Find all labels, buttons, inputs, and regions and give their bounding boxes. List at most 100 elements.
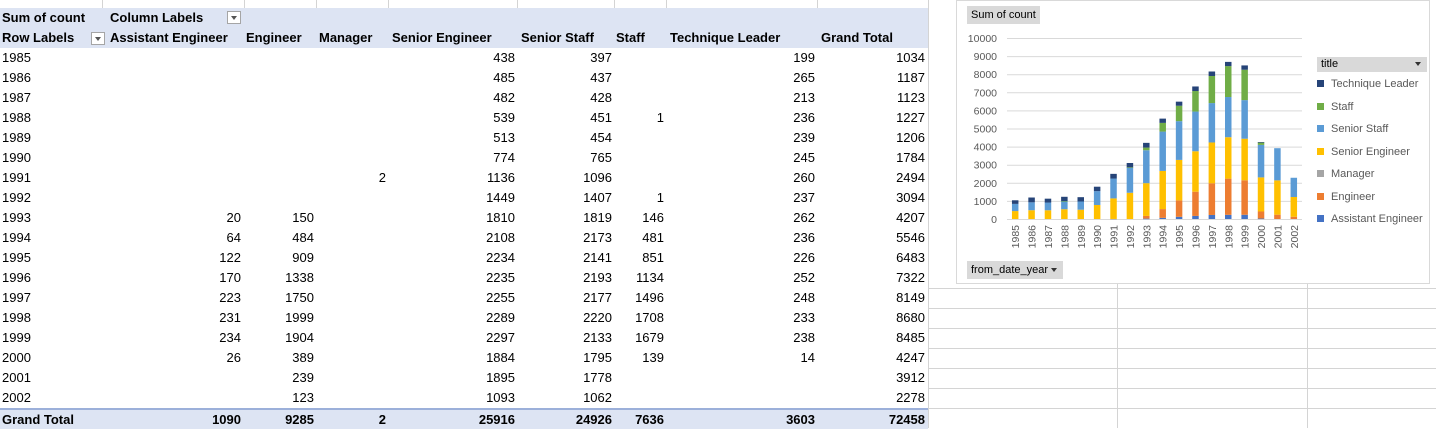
value-cell[interactable]: 262 [793, 210, 815, 225]
value-cell[interactable]: 1810 [486, 210, 515, 225]
value-cell[interactable]: 238 [793, 330, 815, 345]
value-cell[interactable]: 237 [793, 190, 815, 205]
value-cell[interactable]: 245 [793, 150, 815, 165]
value-cell[interactable]: 1136 [487, 170, 515, 185]
value-cell[interactable]: 248 [793, 290, 815, 305]
value-cell[interactable] [296, 88, 386, 108]
value-cell[interactable]: 2108 [486, 230, 515, 245]
row-labels-header[interactable]: Row Labels [2, 30, 75, 45]
column-header[interactable]: Technique Leader [670, 30, 781, 45]
value-cell[interactable] [296, 208, 386, 228]
value-cell[interactable]: 14 [800, 350, 815, 365]
row-label[interactable]: 2000 [2, 350, 31, 365]
column-header[interactable]: Engineer [246, 30, 302, 45]
value-cell[interactable] [574, 368, 664, 388]
value-cell[interactable]: 1496 [635, 290, 664, 305]
value-cell[interactable] [296, 108, 386, 128]
value-cell[interactable]: 139 [642, 350, 664, 365]
column-labels-header[interactable]: Column Labels [110, 10, 204, 25]
value-cell[interactable]: 451 [590, 110, 612, 125]
value-cell[interactable] [296, 268, 386, 288]
value-cell[interactable]: 236 [793, 230, 815, 245]
value-cell[interactable]: 438 [493, 50, 515, 65]
value-cell[interactable]: 1096 [583, 170, 612, 185]
value-cell[interactable]: 2133 [583, 330, 612, 345]
row-label[interactable]: Grand Total [2, 412, 74, 427]
value-cell[interactable]: 20 [226, 210, 241, 225]
value-cell[interactable] [296, 368, 386, 388]
row-label[interactable]: 1985 [2, 50, 31, 65]
value-cell[interactable]: 1093 [486, 390, 515, 405]
row-label[interactable]: 2001 [2, 370, 31, 385]
column-labels-filter-button[interactable] [227, 11, 241, 24]
value-cell[interactable]: 2235 [486, 270, 515, 285]
row-label[interactable]: 1998 [2, 310, 31, 325]
value-cell[interactable] [296, 328, 386, 348]
value-cell[interactable]: 7322 [896, 270, 925, 285]
value-cell[interactable]: 397 [590, 50, 612, 65]
value-cell[interactable]: 1 [656, 190, 664, 205]
value-cell[interactable]: 150 [292, 210, 314, 225]
value-cell[interactable]: 260 [793, 170, 815, 185]
value-cell[interactable]: 252 [793, 270, 815, 285]
value-cell[interactable]: 234 [219, 330, 241, 345]
value-cell[interactable] [296, 148, 386, 168]
value-cell[interactable]: 1795 [583, 350, 612, 365]
value-cell[interactable]: 5546 [896, 230, 925, 245]
legend-filter-button[interactable]: title [1317, 57, 1427, 72]
row-label[interactable]: 1999 [2, 330, 31, 345]
value-cell[interactable] [296, 188, 386, 208]
value-cell[interactable]: 482 [493, 90, 515, 105]
value-cell[interactable]: 1090 [212, 412, 241, 427]
value-cell[interactable]: 122 [219, 250, 241, 265]
value-cell[interactable]: 72458 [888, 412, 925, 427]
value-cell[interactable]: 1 [656, 110, 664, 125]
column-header[interactable]: Grand Total [821, 30, 893, 45]
value-cell[interactable]: 1708 [635, 310, 664, 325]
pivot-chart[interactable]: Sum of count 0 1000 2000 3000 4000 5000 6000 70… [956, 0, 1430, 284]
value-cell[interactable] [296, 48, 386, 68]
value-cell[interactable]: 6483 [896, 250, 925, 265]
value-cell[interactable]: 2177 [583, 290, 612, 305]
column-header[interactable]: Senior Engineer [392, 30, 492, 45]
row-label[interactable]: 1996 [2, 270, 31, 285]
value-cell[interactable]: 2 [378, 170, 386, 185]
value-cell[interactable]: 1778 [583, 370, 612, 385]
value-cell[interactable]: 25916 [478, 412, 515, 427]
row-label[interactable]: 2002 [2, 390, 31, 405]
value-cell[interactable]: 454 [590, 130, 612, 145]
value-cell[interactable]: 3094 [896, 190, 925, 205]
axis-field-button[interactable]: from_date_year [967, 261, 1063, 279]
value-cell[interactable]: 428 [590, 90, 612, 105]
value-cell[interactable]: 513 [493, 130, 515, 145]
value-cell[interactable]: 2193 [583, 270, 612, 285]
value-cell[interactable]: 1884 [486, 350, 515, 365]
value-cell[interactable] [725, 388, 815, 408]
value-cell[interactable]: 1449 [486, 190, 515, 205]
value-cell[interactable] [725, 368, 815, 388]
value-cell[interactable] [574, 68, 664, 88]
value-cell[interactable]: 2234 [486, 250, 515, 265]
value-cell[interactable]: 64 [226, 230, 241, 245]
value-cell[interactable]: 2220 [583, 310, 612, 325]
value-cell[interactable]: 239 [793, 130, 815, 145]
value-cell[interactable] [574, 168, 664, 188]
row-label[interactable]: 1993 [2, 210, 31, 225]
value-cell[interactable] [574, 48, 664, 68]
row-label[interactable]: 1986 [2, 70, 31, 85]
value-cell[interactable]: 851 [642, 250, 664, 265]
value-cell[interactable]: 1134 [636, 270, 664, 285]
value-cell[interactable]: 231 [219, 310, 241, 325]
value-cell[interactable]: 226 [793, 250, 815, 265]
value-cell[interactable]: 2255 [486, 290, 515, 305]
value-cell[interactable]: 223 [219, 290, 241, 305]
value-cell[interactable]: 1123 [897, 90, 925, 105]
value-cell[interactable]: 1999 [285, 310, 314, 325]
value-cell[interactable] [574, 88, 664, 108]
value-cell[interactable]: 765 [590, 150, 612, 165]
value-cell[interactable]: 481 [642, 230, 664, 245]
value-cell[interactable]: 236 [793, 110, 815, 125]
value-cell[interactable]: 1784 [896, 150, 925, 165]
row-label[interactable]: 1988 [2, 110, 31, 125]
value-cell[interactable]: 233 [793, 310, 815, 325]
